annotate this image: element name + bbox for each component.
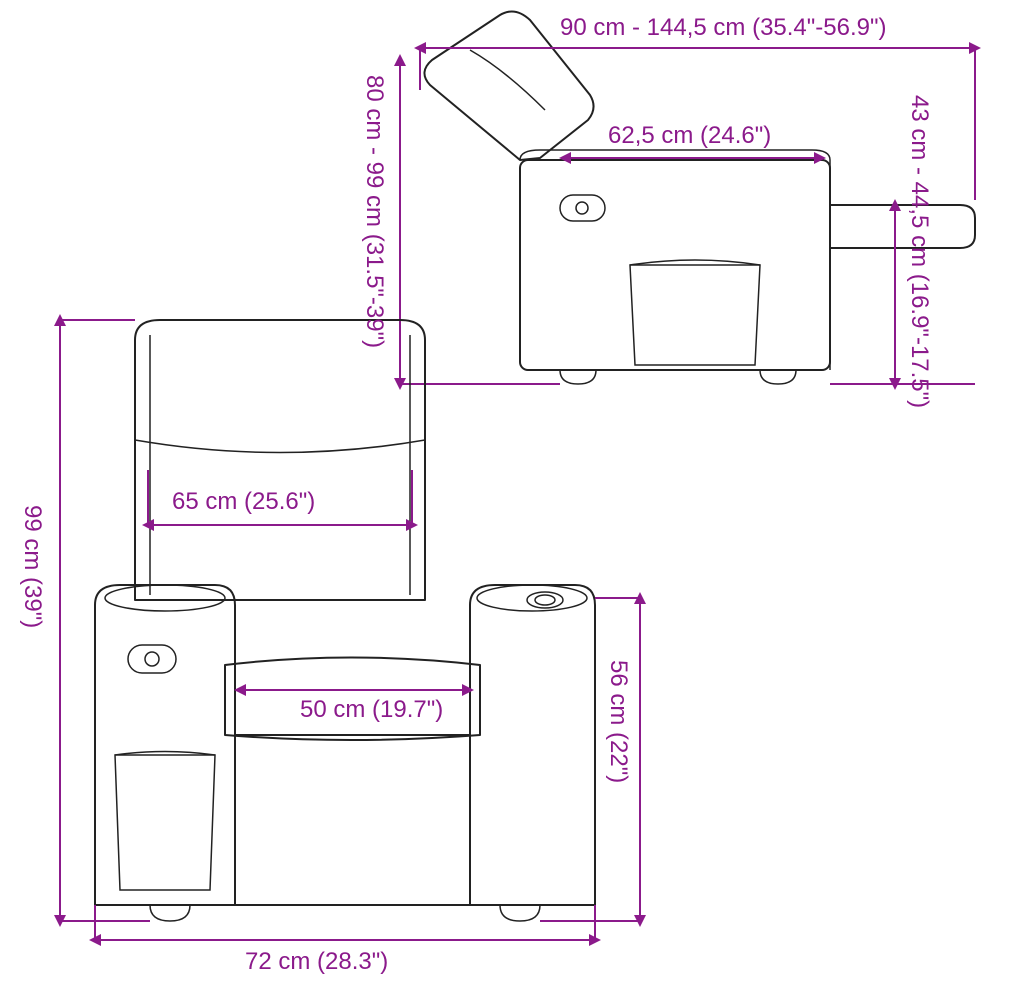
dim-total-height: 99 cm (39") (18, 505, 46, 628)
front-view (60, 320, 640, 940)
dim-seat-width: 50 cm (19.7") (300, 696, 443, 724)
dim-arm-height: 56 cm (22") (604, 660, 632, 783)
dim-total-width: 72 cm (28.3") (245, 948, 388, 976)
dim-foot-height: 43 cm - 44,5 cm (16.9"-17.5") (905, 95, 933, 408)
dim-depth-range: 90 cm - 144,5 cm (35.4"-56.9") (560, 14, 887, 42)
dim-height-range: 80 cm - 99 cm (31.5"-39") (360, 75, 388, 348)
side-view (400, 11, 975, 384)
dim-back-width: 65 cm (25.6") (172, 488, 315, 516)
dim-seat-depth: 62,5 cm (24.6") (608, 122, 771, 150)
diagram-canvas (0, 0, 1013, 993)
